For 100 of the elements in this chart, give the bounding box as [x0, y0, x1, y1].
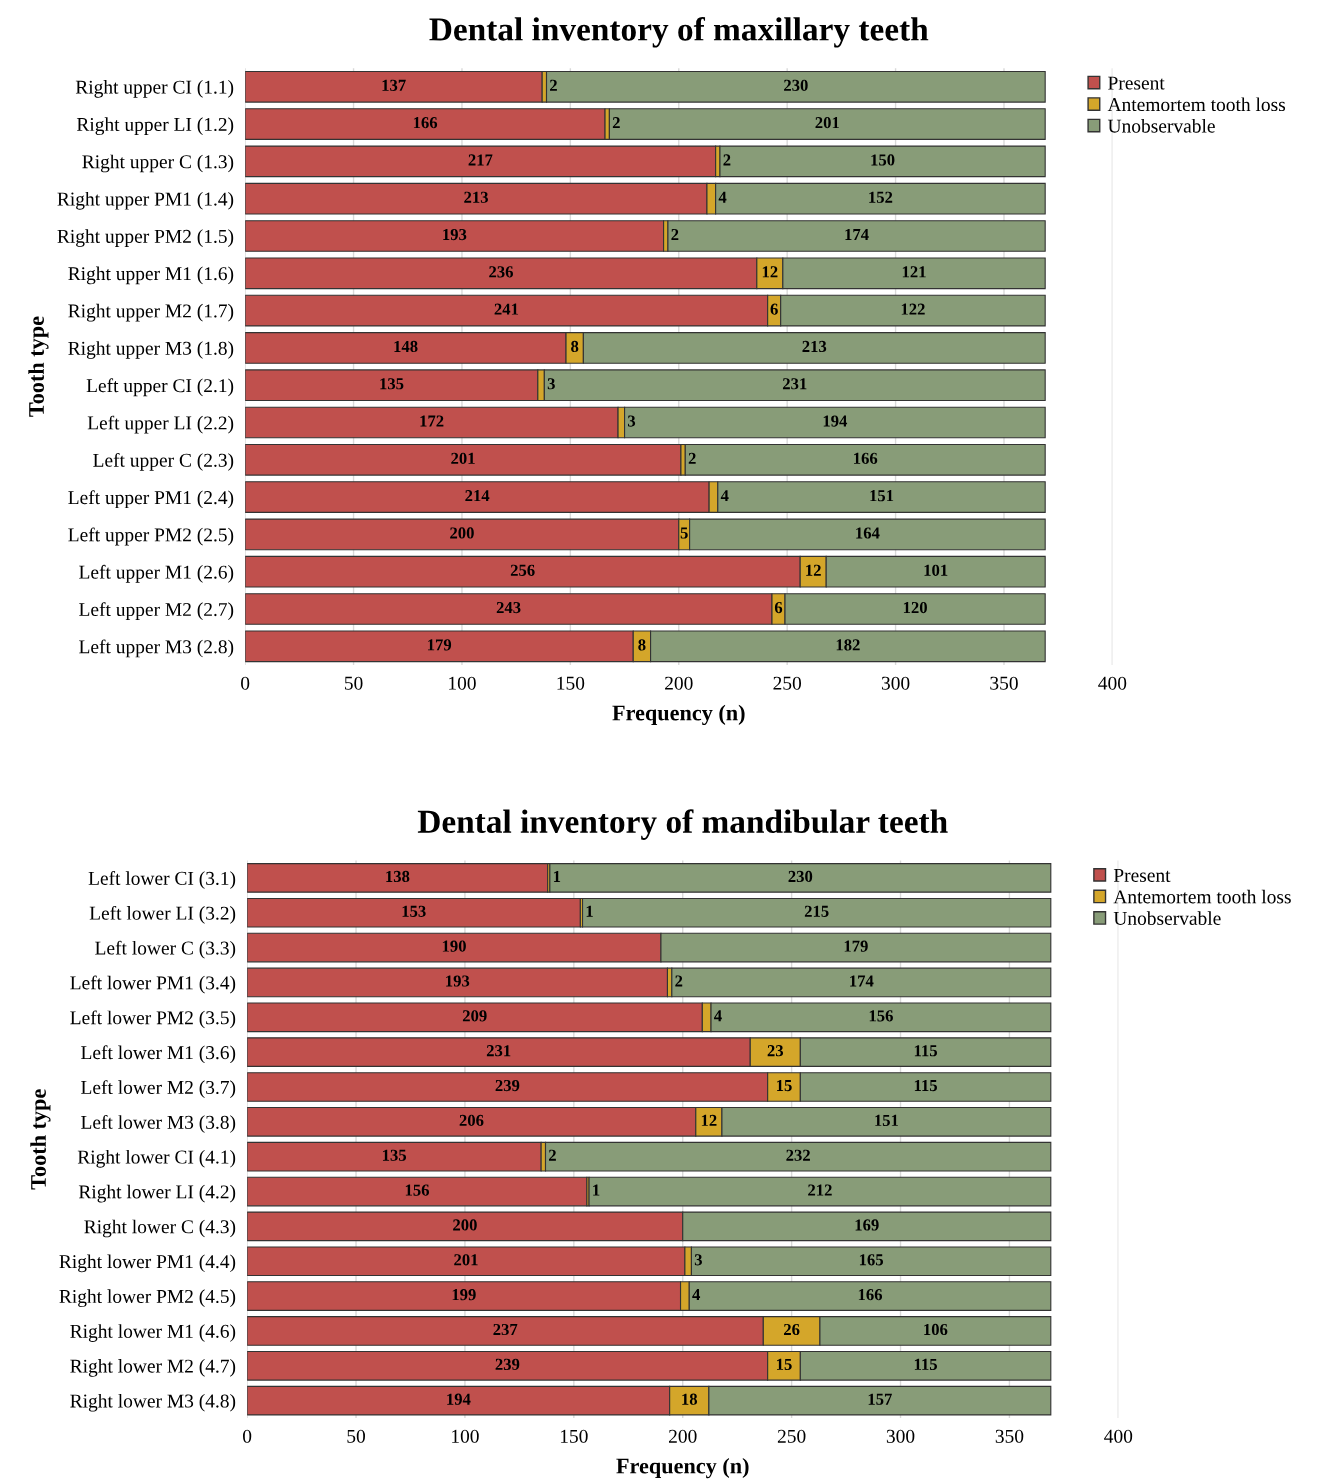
data-label: 209	[462, 1010, 487, 1022]
bar	[545, 70, 1046, 103]
data-label: 256	[510, 564, 535, 576]
data-label: 232	[786, 1149, 810, 1161]
data-label: 236	[489, 266, 513, 278]
data-label: 26	[783, 1323, 800, 1336]
x-tick-label: 100	[449, 676, 476, 690]
data-label: 4	[720, 490, 729, 502]
y-tick-label: Left lower PM1 (3.4)	[70, 975, 236, 994]
data-label: 172	[420, 415, 444, 427]
data-label: 231	[486, 1045, 511, 1057]
legend-label: Present	[1108, 76, 1165, 90]
data-label: 213	[464, 191, 488, 203]
y-tick-label: Left upper PM1 (2.4)	[68, 490, 234, 509]
data-label: 6	[774, 601, 783, 614]
data-label: 166	[854, 452, 878, 464]
data-label: 201	[454, 1254, 478, 1266]
bar	[245, 145, 717, 178]
bar	[245, 220, 665, 252]
x-tick-label: 250	[777, 1429, 806, 1443]
data-label: 150	[871, 154, 895, 166]
data-label: 243	[496, 601, 521, 614]
legend-label: Present	[1113, 869, 1171, 882]
x-axis-title: Frequency (n)	[616, 1457, 749, 1479]
y-tick-label: Left upper M2 (2.7)	[79, 602, 234, 620]
data-label: 4	[692, 1289, 701, 1301]
y-tick-label: Right upper LI (1.2)	[76, 117, 234, 136]
data-label: 12	[806, 564, 821, 576]
bar	[671, 967, 1052, 998]
x-tick-label: 350	[990, 676, 1018, 690]
data-label: 2	[688, 452, 696, 464]
chart-title: Dental inventory of maxillary teeth	[429, 16, 929, 48]
data-label: 138	[386, 870, 410, 883]
data-label: 193	[443, 228, 467, 241]
y-tick-label: Right upper M1 (1.6)	[68, 266, 234, 285]
y-tick-label: Left upper M3 (2.8)	[79, 639, 234, 658]
y-tick-label: Right upper M2 (1.7)	[68, 303, 234, 322]
data-label: 2	[549, 79, 557, 91]
data-label: 1	[586, 905, 593, 917]
data-label: 6	[770, 303, 778, 315]
data-label: 153	[402, 905, 426, 917]
data-label: 15	[777, 1358, 792, 1370]
data-label: 199	[452, 1289, 476, 1301]
data-label: 156	[405, 1184, 430, 1196]
bar	[581, 897, 1052, 928]
y-tick-label: Left upper LI (2.2)	[87, 415, 234, 434]
y-tick-label: Left lower CI (3.1)	[88, 871, 236, 889]
data-label: 217	[468, 154, 493, 166]
x-tick-label: 100	[452, 1429, 479, 1443]
data-label: 190	[442, 940, 466, 952]
y-tick-label: Right upper PM1 (1.4)	[57, 191, 234, 210]
y-axis-title: Tooth type	[30, 1089, 51, 1190]
data-label: 230	[784, 79, 808, 91]
data-label: 4	[714, 1010, 722, 1022]
y-tick-label: Right lower M1 (4.6)	[70, 1324, 236, 1342]
y-tick-label: Right upper CI (1.1)	[75, 80, 234, 98]
x-tick-label: 0	[243, 1429, 252, 1443]
data-label: 164	[856, 527, 880, 539]
y-tick-label: Left upper C (2.3)	[93, 452, 234, 471]
data-label: 18	[682, 1393, 698, 1405]
data-label: 4	[718, 191, 727, 203]
bar	[245, 70, 543, 103]
data-label: 212	[808, 1184, 832, 1196]
legend-label: Antemortem tooth loss	[1113, 889, 1291, 904]
data-label: 1	[553, 870, 561, 882]
data-label: 3	[694, 1254, 702, 1266]
data-label: 101	[924, 564, 948, 576]
bar	[247, 1176, 588, 1207]
x-tick-label: 250	[773, 676, 802, 690]
data-label: 157	[868, 1393, 892, 1405]
x-tick-label: 200	[668, 1429, 697, 1443]
data-label: 231	[782, 378, 807, 390]
data-label: 2	[671, 228, 679, 240]
bar	[588, 1176, 1052, 1207]
x-tick-label: 0	[241, 676, 250, 690]
y-tick-label: Left upper PM2 (2.5)	[68, 527, 234, 546]
legend-label: Unobservable	[1113, 911, 1221, 925]
y-tick-label: Right lower CI (4.1)	[77, 1149, 236, 1168]
data-label: 15	[777, 1079, 792, 1092]
data-label: 166	[858, 1289, 883, 1301]
data-label: 121	[902, 266, 926, 278]
y-tick-label: Right lower PM1 (4.4)	[59, 1254, 236, 1273]
data-label: 12	[701, 1114, 717, 1126]
x-tick-label: 300	[881, 676, 910, 690]
x-tick-label: 350	[995, 1429, 1024, 1443]
data-label: 148	[394, 340, 418, 353]
data-label: 182	[836, 639, 860, 651]
data-label: 1	[593, 1184, 600, 1196]
bar	[608, 108, 1046, 140]
data-label: 106	[924, 1323, 948, 1336]
data-label: 3	[627, 415, 636, 427]
y-tick-label: Right lower LI (4.2)	[78, 1184, 236, 1203]
bar	[247, 967, 669, 998]
data-label: 213	[802, 340, 827, 353]
data-label: 179	[428, 639, 452, 651]
data-label: 137	[382, 79, 406, 91]
data-label: 169	[855, 1219, 879, 1231]
data-label: 3	[547, 378, 555, 390]
data-label: 201	[451, 452, 475, 464]
data-label: 165	[859, 1254, 884, 1266]
